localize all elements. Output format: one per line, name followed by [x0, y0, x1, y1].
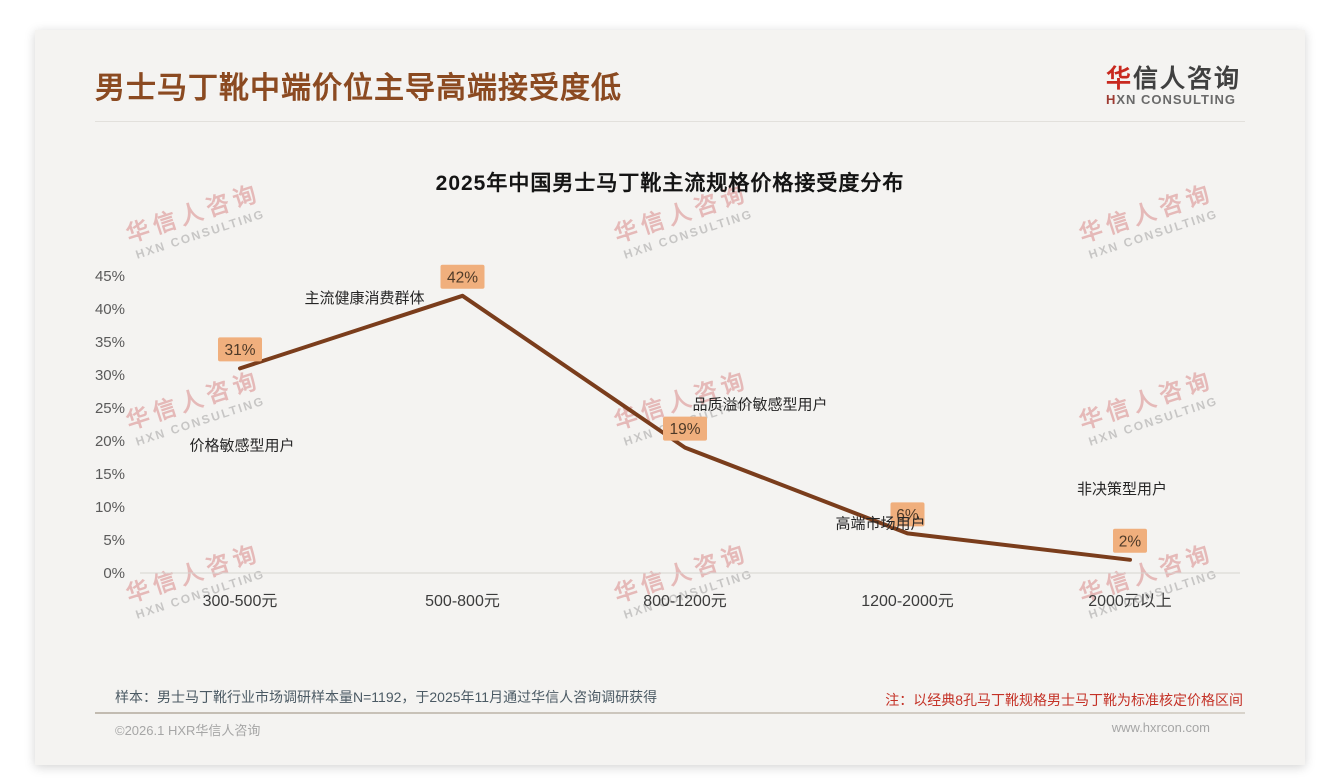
page-title: 男士马丁靴中端价位主导高端接受度低: [95, 72, 622, 105]
trend-line: [238, 293, 1132, 562]
y-tick-label: 25%: [95, 400, 125, 417]
report-card: 华信人咨询 HXN CONSULTING 华信人咨询 HXN CONSULTING 华信…: [35, 30, 1305, 765]
data-label-value: 31%: [224, 342, 255, 359]
x-category-label: 300-500元: [203, 593, 278, 610]
brand-logo-en-accent: H: [1105, 92, 1117, 107]
x-category-label: 2000元以上: [1088, 592, 1172, 610]
data-label-value: 42%: [447, 269, 478, 286]
x-category-label: 500-800元: [425, 593, 500, 610]
y-tick-label: 5%: [103, 532, 125, 549]
y-tick-label: 10%: [95, 499, 125, 516]
data-label-value: 6%: [896, 507, 919, 524]
brand-logo-cn-rest: 信人咨询: [1132, 64, 1241, 93]
x-category-label: 800-1200元: [643, 593, 727, 610]
header: 男士马丁靴中端价位主导高端接受度低 华信人咨询 HXN CONSULTING: [95, 30, 1245, 122]
brand-logo: 华信人咨询 HXN CONSULTING: [1106, 66, 1245, 107]
price-note: 注：以经典8孔马丁靴规格男士马丁靴为标准核定价格区间: [885, 692, 1243, 708]
data-label-chip: [1113, 528, 1147, 553]
data-label-value: 19%: [669, 421, 700, 438]
annotation-label: 高端市场用户: [835, 515, 925, 532]
footer-divider: [95, 712, 1245, 714]
annotation-label: 非决策型用户: [1077, 481, 1167, 498]
y-tick-label: 20%: [95, 433, 125, 450]
annotation-label: 价格敏感型用户: [189, 437, 294, 454]
y-tick-label: 30%: [95, 367, 125, 384]
website-text: www.hxrcon.com: [1111, 720, 1210, 735]
copyright-text: ©2026.1 HXR华信人咨询: [115, 723, 261, 738]
y-tick-label: 45%: [95, 268, 125, 285]
data-label-chip: [218, 337, 262, 362]
bottom-bar: ©2026.1 HXR华信人咨询 www.hxrcon.com: [115, 720, 1210, 739]
chart-title: 2025年中国男士马丁靴主流规格价格接受度分布: [435, 172, 905, 195]
data-label-chip: [663, 416, 707, 441]
annotation-label: 品质溢价敏感型用户: [692, 397, 827, 414]
line-chart: 0% 5% 10% 15% 20% 25% 30% 35% 40% 45% 31% 42% 19% 6% 2…: [95, 264, 1240, 610]
brand-logo-en: HXN CONSULTING: [1106, 92, 1241, 107]
brand-logo-cn: 华信人咨询: [1106, 66, 1241, 92]
data-label-chip: [890, 502, 925, 527]
y-tick-label: 15%: [95, 466, 125, 483]
data-label-chip: [440, 264, 485, 289]
annotation-label: 主流健康消费群体: [304, 290, 424, 307]
y-tick-label: 35%: [95, 334, 125, 351]
sample-note: 样本：男士马丁靴行业市场调研样本量N=1192，于2025年11月通过华信人咨询…: [115, 689, 658, 705]
x-category-label: 1200-2000元: [861, 593, 954, 610]
y-tick-label: 40%: [95, 301, 125, 318]
brand-logo-cn-accent: 华: [1105, 64, 1133, 93]
brand-logo-en-rest: XN CONSULTING: [1116, 92, 1237, 107]
data-label-value: 2%: [1119, 533, 1142, 550]
y-tick-label: 0%: [103, 565, 125, 582]
